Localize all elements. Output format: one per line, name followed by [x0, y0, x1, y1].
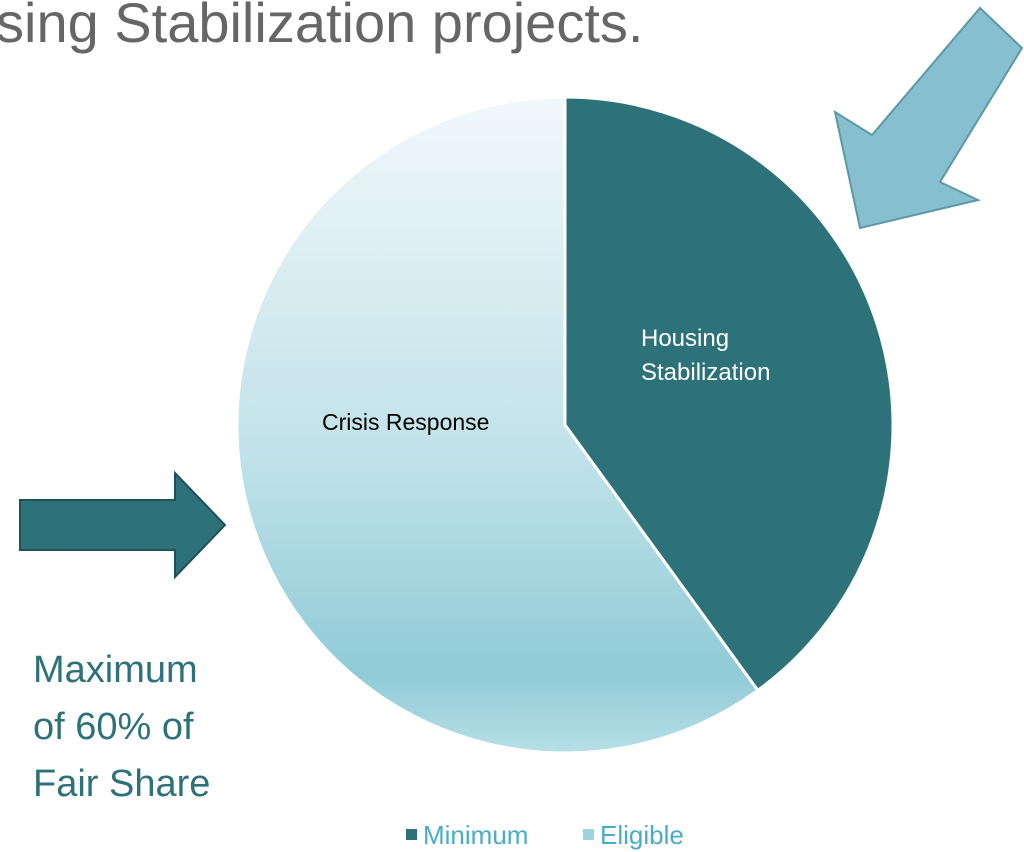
annotation-line: Fair Share — [33, 763, 210, 805]
slide-title: sing Stabilization projects. — [0, 0, 643, 54]
legend: Minimum Eligible — [406, 820, 684, 850]
arrow — [19, 470, 227, 580]
slice-label: Crisis Response — [322, 409, 489, 435]
legend-swatch — [583, 829, 594, 840]
legend-label: Eligible — [600, 820, 684, 850]
pie-slice — [235, 95, 760, 755]
slice-label: Housing Stabilization — [641, 325, 771, 386]
pie — [235, 95, 895, 755]
legend-swatch — [406, 829, 417, 840]
arrow — [833, 6, 1024, 230]
annotation: Maximum of 60% of Fair Share — [33, 649, 210, 805]
annotation-line: Maximum — [33, 649, 198, 691]
annotation-line: of 60% of — [33, 706, 194, 748]
pie-slice — [563, 95, 895, 693]
legend-label: Minimum — [423, 820, 528, 850]
